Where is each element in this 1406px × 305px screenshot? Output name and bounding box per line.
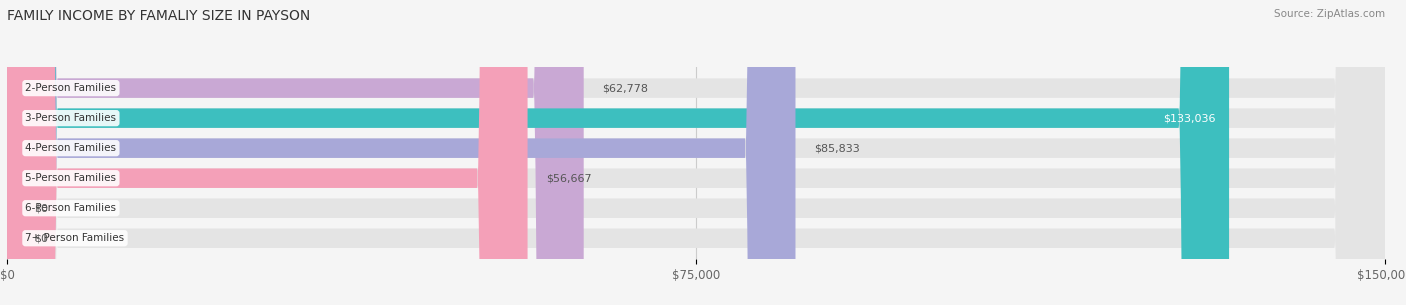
Text: $0: $0 — [35, 233, 49, 243]
FancyBboxPatch shape — [7, 0, 583, 305]
FancyBboxPatch shape — [7, 0, 1385, 305]
FancyBboxPatch shape — [7, 0, 1229, 305]
Text: $56,667: $56,667 — [546, 173, 592, 183]
FancyBboxPatch shape — [7, 0, 1385, 305]
Text: 4-Person Families: 4-Person Families — [25, 143, 117, 153]
Text: 5-Person Families: 5-Person Families — [25, 173, 117, 183]
Text: 6-Person Families: 6-Person Families — [25, 203, 117, 213]
Text: 3-Person Families: 3-Person Families — [25, 113, 117, 123]
FancyBboxPatch shape — [7, 0, 527, 305]
Text: FAMILY INCOME BY FAMALIY SIZE IN PAYSON: FAMILY INCOME BY FAMALIY SIZE IN PAYSON — [7, 9, 311, 23]
Text: $133,036: $133,036 — [1163, 113, 1215, 123]
FancyBboxPatch shape — [7, 0, 1385, 305]
Text: 7+ Person Families: 7+ Person Families — [25, 233, 125, 243]
Text: 2-Person Families: 2-Person Families — [25, 83, 117, 93]
Text: $62,778: $62,778 — [602, 83, 648, 93]
FancyBboxPatch shape — [7, 0, 1385, 305]
Text: $85,833: $85,833 — [814, 143, 859, 153]
Text: $0: $0 — [35, 203, 49, 213]
FancyBboxPatch shape — [7, 0, 796, 305]
FancyBboxPatch shape — [7, 0, 1385, 305]
FancyBboxPatch shape — [7, 0, 1385, 305]
Text: Source: ZipAtlas.com: Source: ZipAtlas.com — [1274, 9, 1385, 19]
